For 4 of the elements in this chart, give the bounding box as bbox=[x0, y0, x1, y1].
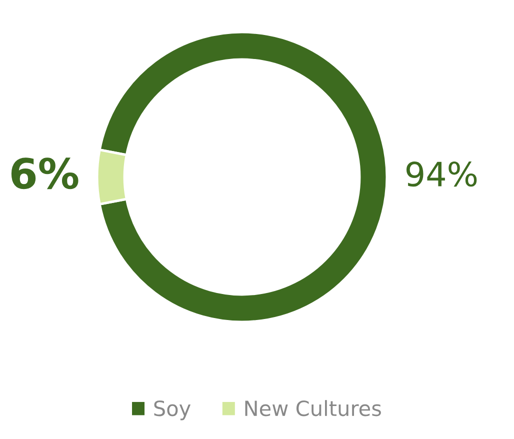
legend-label: New Cultures bbox=[245, 400, 381, 416]
data-label: 94% bbox=[406, 161, 477, 187]
data-label: 6% bbox=[11, 158, 78, 190]
legend-label: Soy bbox=[154, 400, 191, 420]
